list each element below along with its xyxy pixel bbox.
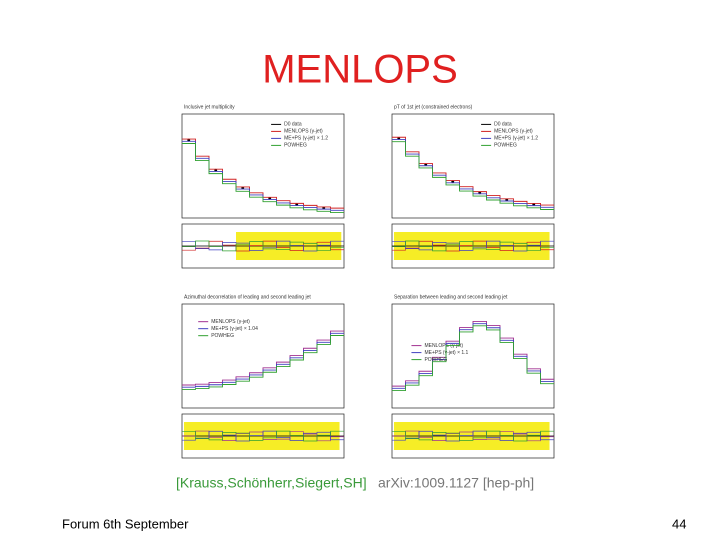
panel-title: pT of 1st jet (constrained electrons)	[394, 104, 473, 110]
ratio-line	[392, 430, 554, 442]
ratio-line	[182, 430, 344, 442]
legend-label: ME+PS (γ-jet) × 1.1	[424, 350, 468, 356]
legend-label: D0 data	[494, 122, 512, 128]
citation-authors: [Krauss,Schönherr,Siegert,SH]	[176, 475, 367, 491]
slide-title: MENLOPS	[262, 48, 458, 92]
plot-frame	[181, 303, 345, 409]
histogram-line	[182, 143, 344, 213]
ratio-line	[392, 430, 554, 442]
legend-label: POWHEG	[211, 333, 234, 339]
legend-label: MENLOPS (γ-jet)	[494, 129, 533, 135]
legend-label: POWHEG	[494, 143, 517, 149]
legend-label: POWHEG	[284, 143, 307, 149]
panel-title: Azimuthal decorrelation of leading and s…	[184, 294, 311, 300]
panel-title: Inclusive jet multiplicity	[184, 104, 235, 110]
citation-reference: arXiv:1009.1127 [hep-ph]	[378, 475, 534, 491]
legend-label: MENLOPS (γ-jet)	[424, 343, 463, 349]
legend-label: MENLOPS (γ-jet)	[211, 319, 250, 325]
histogram-line	[392, 141, 554, 210]
plot-frame	[391, 303, 555, 409]
page-number: 44	[672, 516, 686, 531]
legend-label: MENLOPS (γ-jet)	[284, 129, 323, 135]
ratio-line	[182, 240, 344, 252]
legend-label: ME+PS (γ-jet) × 1.2	[284, 136, 328, 142]
footer-left: Forum 6th September	[62, 516, 189, 531]
legend-label: POWHEG	[424, 357, 447, 363]
panel-title: Separation between leading and second le…	[394, 294, 508, 300]
histogram-line	[182, 335, 344, 390]
legend-label: ME+PS (γ-jet) × 1.2	[494, 136, 538, 142]
legend-label: D0 data	[284, 122, 302, 128]
histogram-line	[392, 325, 554, 391]
ratio-line	[182, 430, 344, 442]
legend-label: ME+PS (γ-jet) × 1.04	[211, 326, 258, 332]
ratio-line	[392, 240, 554, 252]
